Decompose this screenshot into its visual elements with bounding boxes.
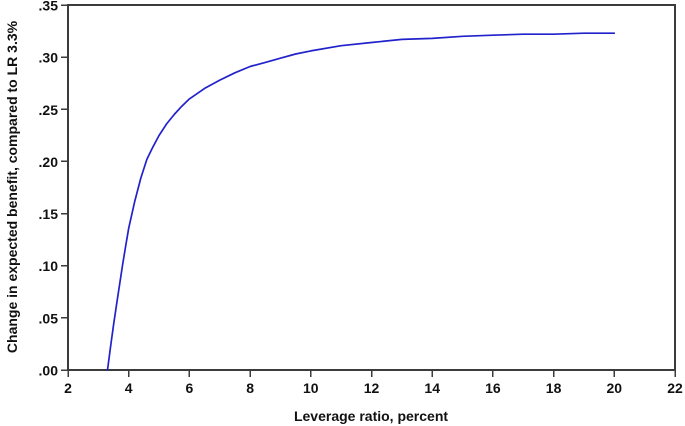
y-tick-label: .25 [39, 102, 59, 118]
x-tick-label: 20 [607, 380, 623, 396]
y-tick-label: .10 [39, 258, 59, 274]
x-tick-label: 10 [303, 380, 319, 396]
x-tick-label: 4 [125, 380, 133, 396]
x-tick-label: 22 [667, 380, 683, 396]
plot-frame [67, 4, 676, 371]
x-tick-label: 12 [364, 380, 380, 396]
x-tick-label: 14 [424, 380, 440, 396]
y-tick-label: .05 [39, 310, 59, 326]
series-line [106, 32, 616, 371]
y-tick-label: .15 [39, 206, 59, 222]
x-tick-label: 18 [546, 380, 562, 396]
y-tick-label: .20 [39, 154, 59, 170]
y-tick-label: .35 [39, 0, 59, 14]
y-tick-label: .30 [39, 50, 59, 66]
y-axis-title: Change in expected benefit, compared to … [4, 20, 20, 353]
y-axis-ticks: .00 .05 .10 .15 .20 .25 .30 .35 [39, 0, 68, 379]
x-tick-label: 8 [246, 380, 254, 396]
x-axis-title: Leverage ratio, percent [294, 408, 448, 424]
x-tick-label: 6 [186, 380, 194, 396]
y-tick-label: .00 [39, 363, 59, 379]
x-tick-label: 2 [64, 380, 72, 396]
x-tick-label: 16 [485, 380, 501, 396]
x-axis-ticks: 2 4 6 8 10 12 14 16 18 20 22 [64, 370, 683, 396]
